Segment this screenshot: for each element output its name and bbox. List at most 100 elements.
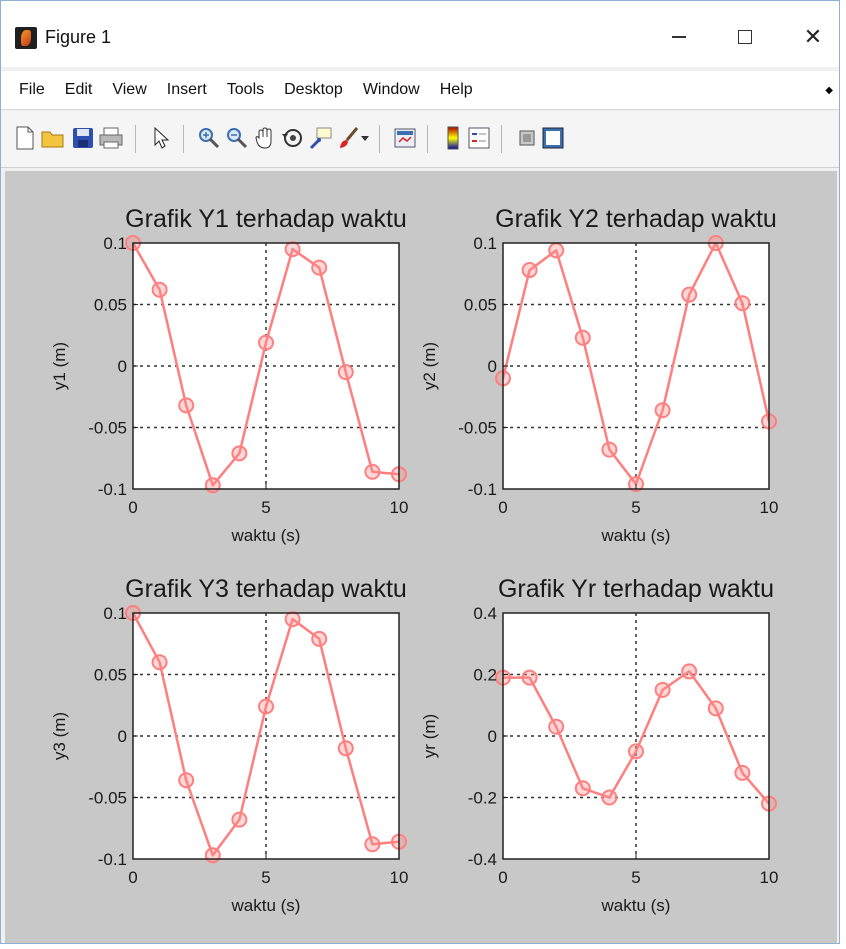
y-tick-label: 0 xyxy=(488,727,497,746)
y-tick-label: -0.1 xyxy=(98,850,127,869)
toolbar-separator xyxy=(427,125,428,153)
x-tick-label: 10 xyxy=(390,498,409,517)
menu-help[interactable]: Help xyxy=(439,81,473,98)
print-icon[interactable] xyxy=(99,125,123,151)
data-point xyxy=(521,669,538,686)
data-point xyxy=(364,836,381,853)
hide-plot-tools-icon[interactable] xyxy=(515,125,539,151)
data-point xyxy=(204,477,221,494)
rotate-3d-icon[interactable] xyxy=(281,125,305,151)
y-tick-label: -0.4 xyxy=(468,850,497,869)
data-point xyxy=(654,402,671,419)
chart-title: Grafik Y2 terhadap waktu xyxy=(495,205,777,233)
data-point xyxy=(521,262,538,279)
pan-hand-icon[interactable] xyxy=(253,125,277,151)
data-point xyxy=(231,445,248,462)
data-point xyxy=(178,397,195,414)
save-icon[interactable] xyxy=(71,125,95,151)
data-point xyxy=(204,847,221,864)
brush-dropdown-icon[interactable] xyxy=(359,125,371,151)
data-point xyxy=(337,740,354,757)
menu-overflow-icon[interactable]: ◆ xyxy=(825,85,833,96)
menu-edit[interactable]: Edit xyxy=(64,81,93,98)
y-axis-label: y1 (m) xyxy=(50,342,69,390)
y-tick-label: -0.05 xyxy=(458,419,497,438)
data-point xyxy=(258,334,274,351)
menu-view[interactable]: View xyxy=(112,81,147,98)
y-tick-label: 0 xyxy=(488,357,497,376)
data-point xyxy=(734,764,751,781)
brush-icon[interactable] xyxy=(337,125,361,151)
y-tick-label: 0.1 xyxy=(103,234,127,253)
data-point xyxy=(151,654,168,671)
close-button[interactable]: ✕ xyxy=(791,19,835,55)
y-tick-label: -0.2 xyxy=(468,789,497,808)
x-tick-label: 0 xyxy=(498,498,507,517)
y-tick-label: 0 xyxy=(118,357,127,376)
link-plot-icon[interactable] xyxy=(393,125,417,151)
menu-file[interactable]: File xyxy=(19,81,45,98)
y-tick-label: 0.05 xyxy=(94,296,127,315)
data-cursor-icon[interactable] xyxy=(309,125,333,151)
data-point xyxy=(178,772,195,789)
colorbar-icon[interactable] xyxy=(441,125,465,151)
select-pointer-icon[interactable] xyxy=(149,125,173,151)
data-point xyxy=(284,241,301,258)
y-tick-label: -0.1 xyxy=(98,480,127,499)
title-bar[interactable]: Figure 1 ✕ xyxy=(1,1,839,67)
data-point xyxy=(681,286,698,303)
x-tick-label: 0 xyxy=(498,868,507,887)
matlab-logo-icon xyxy=(15,27,37,49)
close-icon: ✕ xyxy=(803,24,823,49)
x-tick-label: 5 xyxy=(631,498,640,517)
x-tick-label: 10 xyxy=(760,868,779,887)
data-point xyxy=(574,780,591,797)
zoom-in-icon[interactable] xyxy=(197,125,221,151)
x-tick-label: 0 xyxy=(128,498,137,517)
zoom-out-icon[interactable] xyxy=(225,125,249,151)
x-axis-label: waktu (s) xyxy=(231,896,301,915)
menu-desktop[interactable]: Desktop xyxy=(284,81,343,98)
data-point xyxy=(337,364,354,381)
chart-title: Grafik Yr terhadap waktu xyxy=(498,575,774,603)
data-point xyxy=(151,281,168,298)
menu-window[interactable]: Window xyxy=(362,81,420,98)
data-point xyxy=(681,663,698,680)
data-point xyxy=(311,259,328,276)
figure-canvas[interactable]: 0 5 10 -0.1 -0.05 0 0.05 0.1 Grafik Y1 terhadap … xyxy=(5,171,837,943)
series-line xyxy=(131,612,400,857)
y-tick-label: 0.05 xyxy=(94,666,127,685)
data-point xyxy=(548,718,565,735)
new-figure-icon[interactable] xyxy=(13,125,37,151)
show-plot-tools-icon[interactable] xyxy=(541,125,565,151)
y-axis-label: y3 (m) xyxy=(50,712,69,760)
window-title: Figure 1 xyxy=(45,27,112,47)
figure-toolbar xyxy=(1,111,839,168)
x-tick-label: 5 xyxy=(261,868,270,887)
minimize-button[interactable] xyxy=(657,19,701,55)
x-tick-label: 10 xyxy=(390,868,409,887)
legend-icon[interactable] xyxy=(467,125,491,151)
series-line xyxy=(131,242,400,487)
data-point xyxy=(734,295,751,312)
y-tick-label: 0.4 xyxy=(473,604,497,623)
maximize-button[interactable] xyxy=(723,19,767,55)
toolbar-separator xyxy=(135,125,136,153)
y-axis-label: y2 (m) xyxy=(420,342,439,390)
data-point xyxy=(707,700,724,717)
menu-tools[interactable]: Tools xyxy=(226,81,265,98)
data-point xyxy=(601,441,618,458)
toolbar-separator xyxy=(183,125,184,153)
x-axis-label: waktu (s) xyxy=(231,526,301,545)
data-point xyxy=(654,681,671,698)
y-tick-label: 0.2 xyxy=(473,666,497,685)
minimize-icon xyxy=(672,36,686,38)
open-folder-icon[interactable] xyxy=(41,125,65,151)
menu-insert[interactable]: Insert xyxy=(166,81,207,98)
toolbar-separator xyxy=(379,125,380,153)
